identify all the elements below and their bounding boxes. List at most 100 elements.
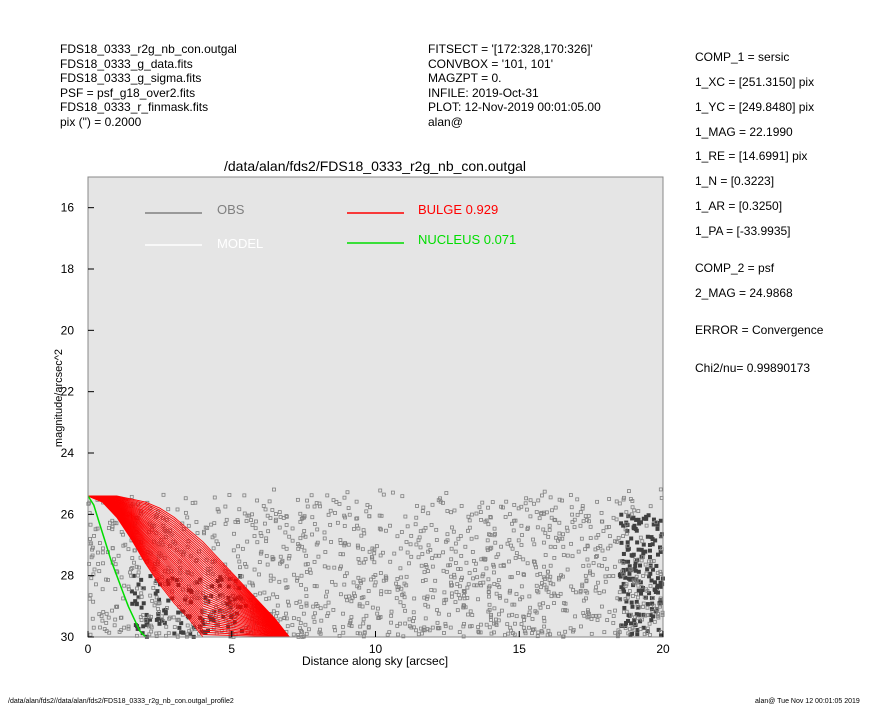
obs-point <box>249 518 253 523</box>
obs-point <box>460 575 465 580</box>
dark-point <box>207 614 212 619</box>
obs-point <box>250 523 255 527</box>
obs-point <box>389 609 394 614</box>
dark-point <box>626 592 631 597</box>
obs-point <box>512 632 517 637</box>
obs-point <box>325 614 330 618</box>
obs-point <box>521 572 526 577</box>
obs-point <box>535 572 540 577</box>
dark-point <box>624 599 629 604</box>
obs-point <box>503 515 508 519</box>
obs-point <box>601 529 606 533</box>
param-n: 1_N = [0.3223] <box>695 174 775 188</box>
obs-point <box>638 535 643 540</box>
obs-point <box>215 507 220 512</box>
obs-point <box>645 630 649 635</box>
dark-point <box>658 534 663 539</box>
obs-point <box>638 627 643 631</box>
obs-point <box>657 602 662 607</box>
obs-point <box>310 515 315 520</box>
obs-point <box>520 595 525 600</box>
obs-point <box>114 521 119 526</box>
obs-point <box>497 594 502 598</box>
dark-point <box>136 582 141 587</box>
obs-point <box>543 577 547 581</box>
obs-point <box>100 618 105 623</box>
obs-point <box>298 626 302 631</box>
obs-point <box>479 557 484 562</box>
obs-point <box>122 583 127 588</box>
obs-point <box>110 524 115 529</box>
obs-point <box>489 545 494 550</box>
obs-point <box>183 510 188 515</box>
dark-point <box>136 595 141 600</box>
obs-point <box>366 589 371 593</box>
obs-point <box>557 631 562 636</box>
obs-point <box>398 546 403 551</box>
obs-point <box>266 529 271 534</box>
y-tick-label: 28 <box>61 569 75 583</box>
obs-point <box>541 527 546 532</box>
dark-point <box>144 618 149 623</box>
obs-point <box>501 505 505 510</box>
obs-point <box>611 574 616 578</box>
param-ar: 1_AR = [0.3250] <box>695 199 783 213</box>
obs-point <box>474 583 479 588</box>
obs-point <box>94 582 98 587</box>
obs-point <box>494 617 498 622</box>
obs-point <box>332 625 337 629</box>
obs-point <box>557 497 562 502</box>
obs-point <box>400 494 405 499</box>
obs-point <box>322 536 327 541</box>
obs-point <box>263 507 268 512</box>
obs-point <box>373 580 378 585</box>
obs-point <box>572 517 577 522</box>
obs-point <box>585 615 590 620</box>
obs-point <box>121 543 126 548</box>
dark-point <box>652 580 657 585</box>
obs-point <box>253 526 258 531</box>
obs-point <box>453 549 458 554</box>
obs-point <box>570 520 575 524</box>
obs-point <box>623 626 628 630</box>
obs-point <box>345 490 350 495</box>
dark-point <box>647 574 652 579</box>
obs-point <box>312 522 317 526</box>
obs-point <box>433 553 438 558</box>
obs-point <box>212 495 217 500</box>
obs-point <box>655 607 660 612</box>
obs-point <box>177 618 181 623</box>
obs-point <box>117 629 122 634</box>
obs-point <box>595 554 599 558</box>
obs-point <box>370 605 375 610</box>
obs-point <box>624 510 629 515</box>
obs-point <box>271 556 276 561</box>
dark-point <box>638 520 643 525</box>
obs-point <box>544 587 549 592</box>
dark-point <box>639 547 644 552</box>
obs-point <box>167 616 172 621</box>
obs-point <box>437 626 442 630</box>
obs-point <box>561 634 566 639</box>
dark-point <box>629 600 634 605</box>
obs-point <box>634 574 639 579</box>
dark-point <box>630 604 635 609</box>
obs-point <box>487 602 492 607</box>
dark-point <box>644 514 649 519</box>
obs-point <box>573 590 578 595</box>
obs-point <box>285 585 290 590</box>
obs-point <box>379 527 383 532</box>
obs-point <box>467 525 472 530</box>
obs-point <box>305 562 310 566</box>
obs-point <box>404 574 409 579</box>
obs-point <box>508 512 512 517</box>
dark-point <box>148 617 153 622</box>
obs-point <box>622 610 626 614</box>
obs-point <box>466 612 470 617</box>
param-chi2: Chi2/nu= 0.99890173 <box>695 361 811 375</box>
dark-point <box>619 540 624 545</box>
obs-point <box>278 554 283 559</box>
obs-point <box>116 553 121 558</box>
dark-point <box>638 563 643 568</box>
header-mid-line: alan@ <box>428 114 463 129</box>
